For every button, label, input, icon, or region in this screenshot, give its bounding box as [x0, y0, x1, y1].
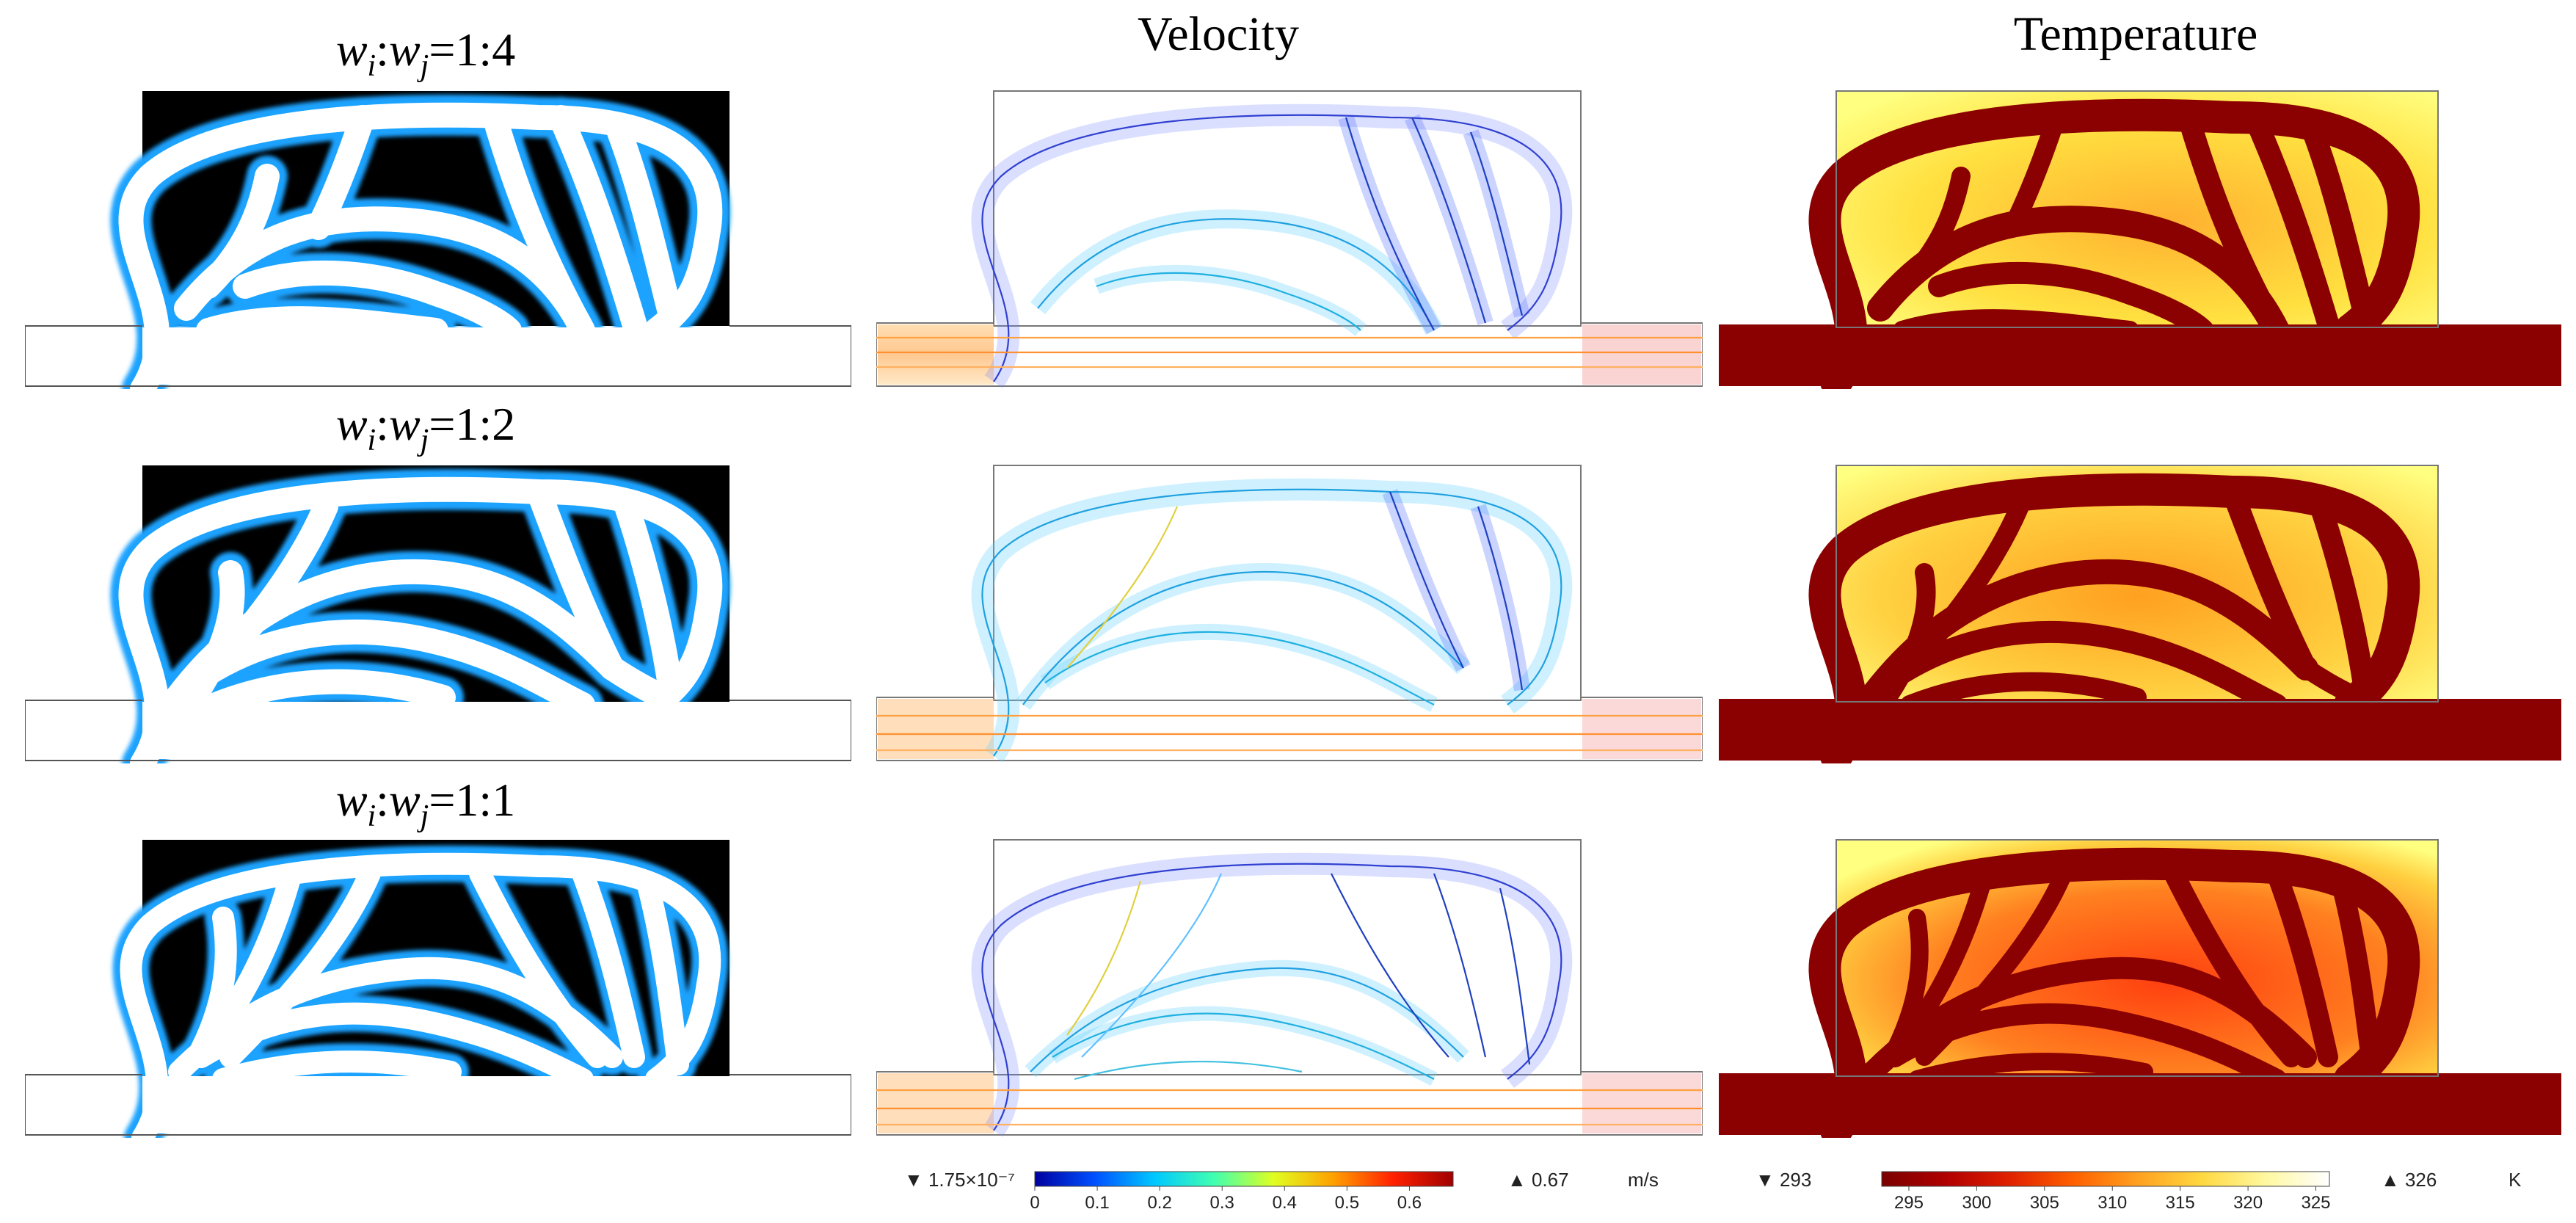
velocity-max-marker: ▲ 0.67: [1507, 1169, 1569, 1191]
temperature-colorbar-tick-label: 325: [2301, 1193, 2330, 1213]
temperature-min-marker: ▼ 293: [1755, 1169, 1812, 1191]
temperature-panel-3: [1719, 837, 2561, 1138]
velocity-colorbar-tick-label: 0.5: [1335, 1193, 1359, 1213]
temperature-colorbar-svg: 295 300 305 310 315 320 325: [1881, 1171, 2331, 1213]
temperature-colorbar-tick-label: 320: [2233, 1193, 2263, 1213]
velocity-colorbar-tick-label: 0.1: [1085, 1193, 1109, 1213]
velocity-panel-3: [876, 837, 1703, 1138]
row-label-1: wi:wj=1:4: [335, 23, 516, 83]
temperature-header: Temperature: [2013, 7, 2258, 61]
row-label-2: wi:wj=1:2: [335, 398, 516, 457]
velocity-panel-2: [876, 462, 1703, 763]
temperature-panel-1: [1719, 88, 2561, 389]
velocity-panel-1: [876, 88, 1703, 389]
velocity-colorbar-tick-label: 0.4: [1273, 1193, 1297, 1213]
temperature-panel-2: [1719, 462, 2561, 763]
velocity-colorbar-tick-label: 0.3: [1210, 1193, 1234, 1213]
velocity-colorbar-tick-label: 0: [1030, 1193, 1039, 1213]
velocity-colorbar-svg: 0 0.1 0.2 0.3 0.4 0.5 0.6: [1030, 1171, 1454, 1213]
row-label-3: wi:wj=1:1: [335, 774, 516, 833]
temperature-colorbar-tick-label: 300: [1962, 1193, 1991, 1213]
temperature-colorbar-tick-label: 310: [2097, 1193, 2127, 1213]
temperature-colorbar-tick-label: 305: [2030, 1193, 2059, 1213]
design-panel-1: [25, 88, 851, 389]
temperature-max-marker: ▲ 326: [2381, 1169, 2437, 1191]
velocity-colorbar-tick-label: 0.2: [1147, 1193, 1171, 1213]
velocity-colorbar: 0 0.1 0.2 0.3 0.4 0.5 0.6: [1027, 1164, 1468, 1216]
temperature-colorbar-tick-label: 315: [2166, 1193, 2195, 1213]
temperature-unit: K: [2508, 1169, 2522, 1191]
temperature-colorbar-tick-label: 295: [1894, 1193, 1924, 1213]
design-panel-3: [25, 837, 851, 1138]
velocity-colorbar-tick-label: 0.6: [1397, 1193, 1422, 1213]
velocity-min-marker: ▼ 1.75×10⁻⁷: [904, 1169, 1015, 1191]
temperature-colorbar: 295 300 305 310 315 320 325: [1874, 1164, 2344, 1216]
design-panel-2: [25, 462, 851, 763]
velocity-unit: m/s: [1628, 1169, 1659, 1191]
velocity-header: Velocity: [1138, 7, 1299, 61]
